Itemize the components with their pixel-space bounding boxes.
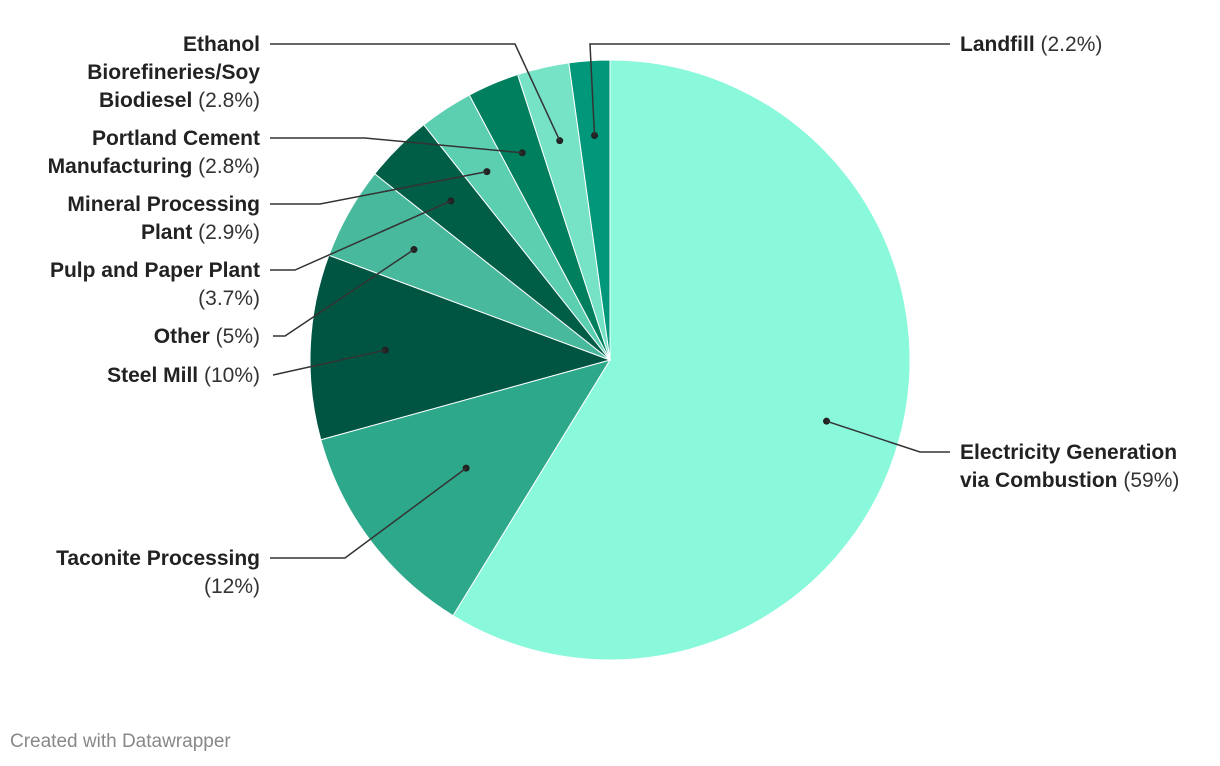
leader-line: [589, 43, 950, 136]
slice-label: Electricity Generation via Combustion (59…: [960, 441, 1179, 492]
leader-line: [270, 137, 523, 154]
slice-label: Taconite Processing (12%): [56, 547, 260, 598]
credit-text: Created with Datawrapper: [10, 731, 231, 752]
leader-line: [273, 248, 415, 337]
leader-lines: [270, 43, 950, 559]
slice-label: Portland Cement Manufacturing (2.8%): [48, 127, 260, 178]
slice-label: Landfill (2.2%): [960, 33, 1102, 56]
pie-slices: [309, 59, 911, 661]
slice-label: Mineral Processing Plant (2.9%): [67, 193, 260, 244]
leader-line: [826, 420, 950, 453]
slice-label: Steel Mill (10%): [107, 364, 260, 387]
pie-slice: [568, 59, 611, 361]
leader-line: [270, 200, 452, 271]
pie-slice: [320, 359, 612, 617]
leader-line: [270, 43, 561, 142]
leader-line: [272, 349, 386, 376]
slice-label: Other (5%): [154, 325, 260, 348]
slice-label: Ethanol Biorefineries/Soy Biodiesel (2.8%): [87, 33, 260, 112]
pie-slice: [309, 254, 612, 441]
slice-label: Pulp and Paper Plant (3.7%): [50, 259, 260, 310]
leader-line: [270, 467, 467, 559]
pie-slice: [452, 59, 911, 661]
leader-line: [270, 170, 488, 205]
slice-labels: Electricity Generation via Combustion (59…: [48, 33, 1180, 598]
